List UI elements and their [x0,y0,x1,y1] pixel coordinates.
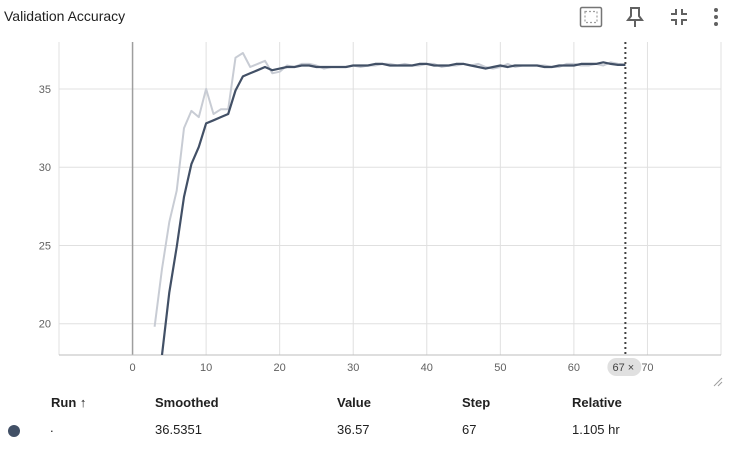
header-relative: Relative [572,395,622,410]
x-tick-label: 0 [129,362,135,374]
series-line-raw [153,52,626,327]
y-tick-label: 35 [39,84,51,96]
x-tick-label: 30 [347,362,359,374]
fit-domain-button[interactable] [576,4,606,30]
y-tick-label: 20 [39,319,51,331]
header-value: Value [337,395,371,410]
chart-plot[interactable]: 20 25 30 35 0 10 20 30 40 50 60 70 67 × [0,0,732,386]
pin-button[interactable] [620,4,650,30]
collapse-button[interactable] [664,4,694,30]
raw-value: 36.57 [337,422,370,437]
x-tick-label: 10 [200,362,212,374]
more-vert-icon [714,8,718,26]
run-name: . [50,420,54,435]
smoothed-value: 36.5351 [155,422,202,437]
relative-time-value: 1.105 hr [572,422,620,437]
hover-step-badge [607,358,642,376]
more-options-button[interactable] [708,4,724,30]
header-run[interactable]: Run ↑ [51,395,87,410]
chart-toolbar [562,4,724,30]
y-tick-label: 30 [39,162,51,174]
x-tick-label: 50 [494,362,506,374]
collapse-icon [671,9,687,25]
fit-domain-icon [579,6,603,28]
x-tick-label: 20 [274,362,286,374]
header-step: Step [462,395,491,410]
pin-icon [626,7,644,27]
x-tick-label: 40 [421,362,433,374]
chart-title: Validation Accuracy [4,8,126,24]
header-smoothed: Smoothed [155,395,219,410]
run-color-dot [8,425,20,437]
x-tick-label: 70 [641,362,653,374]
hover-step-label: 67 × [613,362,635,374]
y-tick-label: 25 [39,240,51,252]
step-value: 67 [462,422,477,437]
x-tick-label: 60 [568,362,580,374]
resize-handle-icon[interactable] [713,377,723,387]
series-line-smoothed [160,61,626,355]
